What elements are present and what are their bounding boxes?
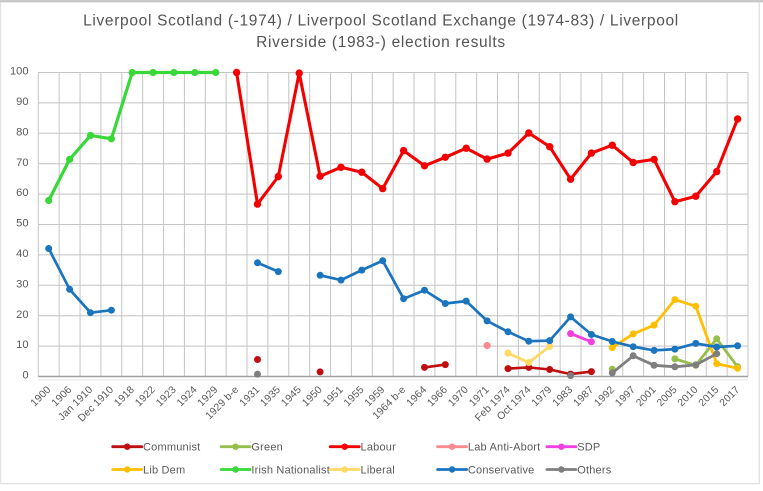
svg-text:100: 100 — [10, 66, 29, 78]
svg-text:20: 20 — [16, 309, 28, 321]
svg-text:SDP: SDP — [577, 442, 600, 454]
svg-text:Lib Dem: Lib Dem — [143, 464, 185, 476]
svg-text:Lab Anti-Abort: Lab Anti-Abort — [468, 442, 541, 454]
svg-text:90: 90 — [16, 96, 28, 108]
svg-text:Conservative: Conservative — [468, 464, 535, 476]
svg-text:Communist: Communist — [143, 442, 200, 454]
svg-text:Riverside (1983-) election res: Riverside (1983-) election results — [256, 34, 506, 51]
svg-text:60: 60 — [16, 187, 28, 199]
svg-text:Others: Others — [577, 464, 612, 476]
svg-text:50: 50 — [16, 218, 28, 230]
svg-text:70: 70 — [16, 157, 28, 169]
svg-text:30: 30 — [16, 278, 28, 290]
svg-text:Liverpool Scotland (-1974) / L: Liverpool Scotland (-1974) / Liverpool S… — [83, 13, 679, 30]
svg-text:80: 80 — [16, 126, 28, 138]
svg-text:Green: Green — [251, 442, 283, 454]
svg-text:Liberal: Liberal — [361, 464, 395, 476]
svg-text:40: 40 — [16, 248, 28, 260]
svg-text:Irish Nationalist: Irish Nationalist — [251, 464, 330, 476]
svg-text:0: 0 — [22, 370, 28, 382]
svg-text:10: 10 — [16, 339, 28, 351]
svg-text:Labour: Labour — [361, 442, 397, 454]
